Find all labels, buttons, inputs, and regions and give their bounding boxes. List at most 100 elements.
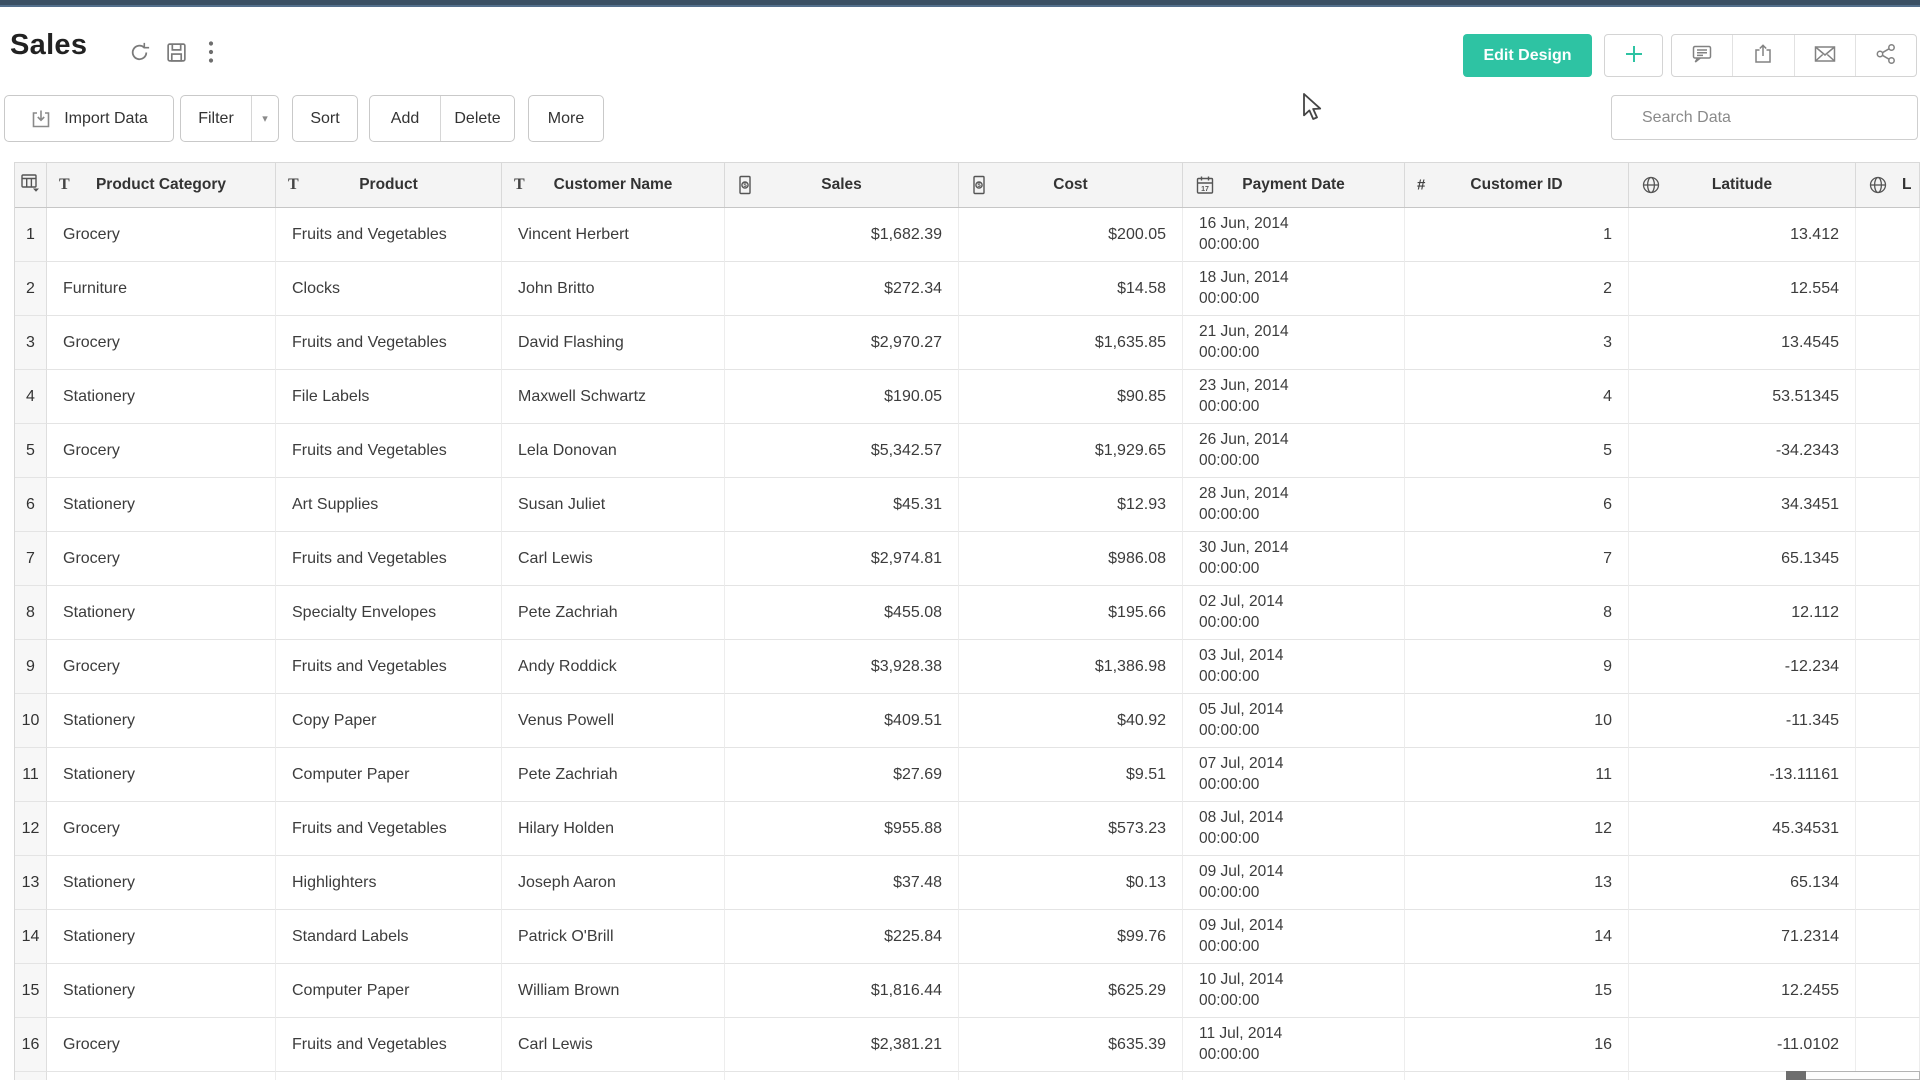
cell-cost[interactable]: $200.05 bbox=[959, 208, 1183, 262]
cell-product[interactable]: Fruits and Vegetables bbox=[276, 532, 502, 586]
cell-customer-id[interactable]: 2 bbox=[1405, 262, 1629, 316]
cell-product-category[interactable]: Stationery bbox=[47, 478, 276, 532]
cell-product[interactable]: Fruits and Vegetables bbox=[276, 208, 502, 262]
cell-customer-id[interactable]: 1 bbox=[1405, 208, 1629, 262]
row-number-cell[interactable]: 6 bbox=[15, 478, 47, 532]
cell-latitude[interactable]: 45.34531 bbox=[1629, 802, 1856, 856]
row-number-cell[interactable]: 13 bbox=[15, 856, 47, 910]
cell-customer-id[interactable]: 4 bbox=[1405, 370, 1629, 424]
row-number-cell[interactable]: 8 bbox=[15, 586, 47, 640]
cell-product[interactable]: Specialty Envelopes bbox=[276, 586, 502, 640]
cell-longitude-partial[interactable] bbox=[1856, 856, 1920, 910]
more-button[interactable]: More bbox=[528, 95, 604, 142]
cell-customer-name[interactable]: Pete Zachriah bbox=[502, 748, 725, 802]
add-button[interactable]: Add bbox=[370, 96, 441, 141]
cell-longitude-partial[interactable] bbox=[1856, 640, 1920, 694]
cell-payment-date[interactable]: 23 Jun, 2014 00:00:00 bbox=[1183, 370, 1405, 424]
cell-payment-date[interactable]: 09 Jul, 2014 00:00:00 bbox=[1183, 910, 1405, 964]
cell-product[interactable] bbox=[276, 1072, 502, 1080]
cell-payment-date[interactable]: 16 Jun, 2014 00:00:00 bbox=[1183, 208, 1405, 262]
cell-customer-name[interactable]: Hilary Holden bbox=[502, 802, 725, 856]
row-number-cell[interactable]: 16 bbox=[15, 1018, 47, 1072]
horizontal-scrollbar-thumb[interactable] bbox=[1786, 1071, 1806, 1080]
cell-product-category[interactable]: Grocery bbox=[47, 208, 276, 262]
cell-customer-id[interactable]: 12 bbox=[1405, 802, 1629, 856]
cell-sales[interactable]: $955.88 bbox=[725, 802, 959, 856]
cell-product-category[interactable]: Grocery bbox=[47, 802, 276, 856]
cell-payment-date[interactable]: 03 Jul, 2014 00:00:00 bbox=[1183, 640, 1405, 694]
cell-cost[interactable]: $573.23 bbox=[959, 802, 1183, 856]
cell-product-category[interactable]: Grocery bbox=[47, 1018, 276, 1072]
row-number-cell[interactable] bbox=[15, 1072, 47, 1080]
cell-longitude-partial[interactable] bbox=[1856, 748, 1920, 802]
cell-customer-id[interactable]: 3 bbox=[1405, 316, 1629, 370]
filter-dropdown-arrow[interactable]: ▾ bbox=[251, 96, 278, 141]
cell-cost[interactable]: $1,635.85 bbox=[959, 316, 1183, 370]
cell-customer-name[interactable]: Venus Powell bbox=[502, 694, 725, 748]
cell-payment-date[interactable]: 28 Jun, 2014 00:00:00 bbox=[1183, 478, 1405, 532]
cell-cost[interactable]: $40.92 bbox=[959, 694, 1183, 748]
cell-customer-id[interactable]: 9 bbox=[1405, 640, 1629, 694]
refresh-button[interactable] bbox=[126, 39, 152, 65]
cell-longitude-partial[interactable] bbox=[1856, 964, 1920, 1018]
cell-sales[interactable]: $1,816.44 bbox=[725, 964, 959, 1018]
cell-sales[interactable]: $190.05 bbox=[725, 370, 959, 424]
cell-product-category[interactable]: Grocery bbox=[47, 316, 276, 370]
cell-customer-id[interactable]: 10 bbox=[1405, 694, 1629, 748]
cell-product-category[interactable]: Grocery bbox=[47, 424, 276, 478]
cell-cost[interactable]: $12.93 bbox=[959, 478, 1183, 532]
cell-latitude[interactable]: 65.1345 bbox=[1629, 532, 1856, 586]
add-new-button[interactable] bbox=[1604, 34, 1663, 77]
cell-latitude[interactable]: 53.51345 bbox=[1629, 370, 1856, 424]
row-number-cell[interactable]: 4 bbox=[15, 370, 47, 424]
cell-customer-name[interactable]: Lela Donovan bbox=[502, 424, 725, 478]
cell-latitude[interactable]: 12.554 bbox=[1629, 262, 1856, 316]
row-number-cell[interactable]: 11 bbox=[15, 748, 47, 802]
cell-latitude[interactable]: -13.11161 bbox=[1629, 748, 1856, 802]
cell-sales[interactable]: $27.69 bbox=[725, 748, 959, 802]
cell-longitude-partial[interactable] bbox=[1856, 802, 1920, 856]
cell-product[interactable]: Copy Paper bbox=[276, 694, 502, 748]
cell-payment-date[interactable]: 05 Jul, 2014 00:00:00 bbox=[1183, 694, 1405, 748]
cell-customer-id[interactable]: 7 bbox=[1405, 532, 1629, 586]
sort-button[interactable]: Sort bbox=[292, 95, 358, 142]
cell-product-category[interactable]: Stationery bbox=[47, 910, 276, 964]
cell-sales[interactable] bbox=[725, 1072, 959, 1080]
cell-latitude[interactable]: 71.2314 bbox=[1629, 910, 1856, 964]
cell-customer-id[interactable]: 5 bbox=[1405, 424, 1629, 478]
cell-cost[interactable] bbox=[959, 1072, 1183, 1080]
cell-payment-date[interactable]: 21 Jun, 2014 00:00:00 bbox=[1183, 316, 1405, 370]
cell-payment-date[interactable]: 08 Jul, 2014 00:00:00 bbox=[1183, 802, 1405, 856]
column-header-payment-date[interactable]: 17 Payment Date bbox=[1183, 163, 1405, 207]
cell-latitude[interactable]: 12.112 bbox=[1629, 586, 1856, 640]
row-number-cell[interactable]: 2 bbox=[15, 262, 47, 316]
cell-sales[interactable]: $3,928.38 bbox=[725, 640, 959, 694]
cell-cost[interactable]: $1,386.98 bbox=[959, 640, 1183, 694]
row-number-cell[interactable]: 12 bbox=[15, 802, 47, 856]
column-selector-header[interactable] bbox=[15, 163, 47, 207]
cell-product-category[interactable]: Stationery bbox=[47, 748, 276, 802]
cell-product[interactable]: Computer Paper bbox=[276, 748, 502, 802]
cell-product[interactable]: Computer Paper bbox=[276, 964, 502, 1018]
column-header-customer-id[interactable]: # Customer ID bbox=[1405, 163, 1629, 207]
cell-customer-id[interactable]: 14 bbox=[1405, 910, 1629, 964]
cell-product[interactable]: Fruits and Vegetables bbox=[276, 802, 502, 856]
cell-cost[interactable]: $195.66 bbox=[959, 586, 1183, 640]
filter-button[interactable]: Filter bbox=[198, 109, 234, 127]
cell-product-category[interactable]: Stationery bbox=[47, 856, 276, 910]
cell-cost[interactable]: $1,929.65 bbox=[959, 424, 1183, 478]
cell-sales[interactable]: $1,682.39 bbox=[725, 208, 959, 262]
export-button[interactable] bbox=[1733, 35, 1795, 76]
cell-customer-name[interactable]: Carl Lewis bbox=[502, 532, 725, 586]
cell-payment-date[interactable] bbox=[1183, 1072, 1405, 1080]
cell-product-category[interactable]: Stationery bbox=[47, 694, 276, 748]
column-header-sales[interactable]: $ Sales bbox=[725, 163, 959, 207]
cell-longitude-partial[interactable] bbox=[1856, 1018, 1920, 1072]
search-data-input[interactable] bbox=[1611, 95, 1918, 140]
cell-customer-name[interactable]: Vincent Herbert bbox=[502, 208, 725, 262]
cell-payment-date[interactable]: 26 Jun, 2014 00:00:00 bbox=[1183, 424, 1405, 478]
cell-longitude-partial[interactable] bbox=[1856, 694, 1920, 748]
save-button[interactable] bbox=[163, 39, 189, 65]
edit-design-button[interactable]: Edit Design bbox=[1463, 34, 1592, 77]
cell-product[interactable]: Standard Labels bbox=[276, 910, 502, 964]
